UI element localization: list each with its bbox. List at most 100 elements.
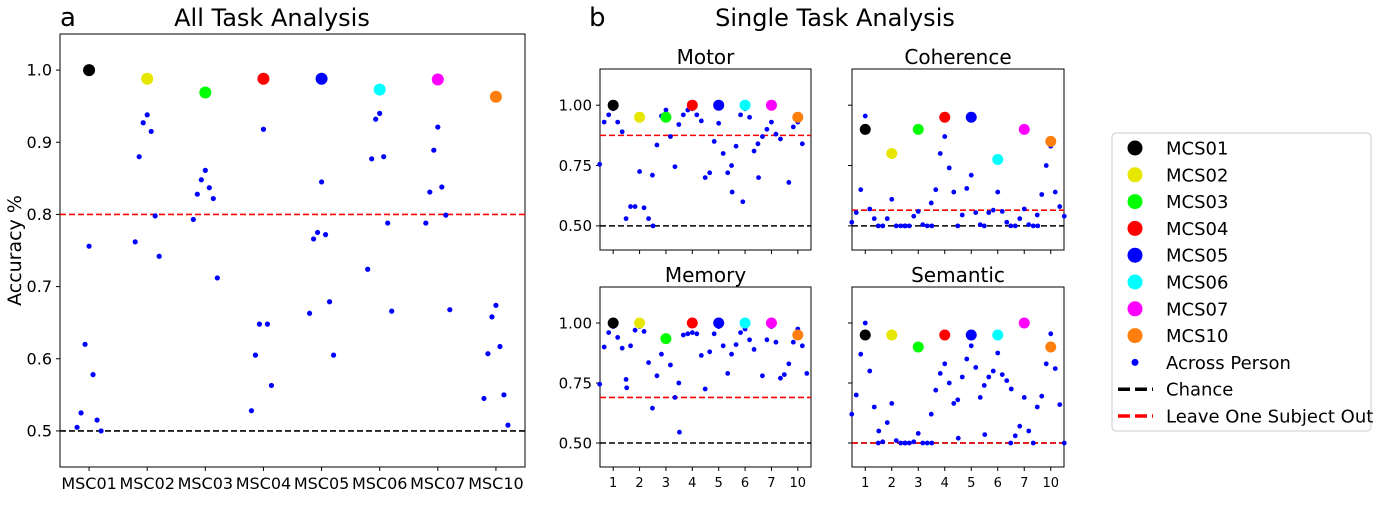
across-person-point: [884, 216, 890, 222]
across-person-point: [915, 431, 921, 436]
x-tick-label: MSC04: [236, 474, 292, 493]
across-person-point: [1052, 189, 1058, 195]
across-person-point: [799, 141, 805, 147]
legend-item: MCS07: [1127, 299, 1228, 320]
panel-title: Memory: [665, 263, 747, 287]
across-person-point: [680, 112, 686, 118]
across-person-point: [330, 352, 337, 358]
legend-item: MCS06: [1127, 273, 1228, 294]
subject-point: [859, 329, 871, 341]
across-person-point: [1043, 361, 1049, 367]
across-person-point: [198, 177, 204, 183]
across-person-point: [597, 161, 603, 167]
across-person-point: [94, 417, 100, 423]
subject-point: [886, 147, 898, 159]
legend-frame: [1111, 132, 1372, 432]
across-person-point: [1021, 206, 1027, 212]
legend-marker: [1127, 301, 1143, 317]
across-person-point: [423, 220, 429, 226]
across-person-point: [999, 372, 1005, 377]
across-person-point: [875, 223, 881, 229]
across-person-point: [929, 223, 935, 229]
across-person-point: [136, 154, 142, 160]
across-person-point: [747, 337, 752, 343]
across-person-point: [964, 186, 970, 191]
x-tick-label: 4: [688, 476, 696, 491]
across-person-point: [902, 440, 908, 446]
across-person-point: [942, 361, 948, 367]
across-person-point: [668, 134, 673, 139]
across-person-point: [650, 405, 655, 411]
across-person-point: [928, 411, 934, 417]
across-person-point: [738, 330, 743, 335]
subject-point: [1045, 135, 1057, 147]
legend-marker: [1127, 194, 1143, 210]
across-person-point: [1043, 163, 1049, 168]
across-person-point: [959, 212, 965, 218]
x-tick-label: MSC01: [61, 474, 117, 493]
across-person-point: [849, 219, 855, 225]
across-person-point: [711, 331, 717, 337]
across-person-point: [716, 120, 722, 126]
across-person-point: [880, 439, 886, 445]
axes-frame: [599, 286, 812, 468]
across-person-point: [955, 435, 961, 441]
across-person-point: [1008, 223, 1014, 229]
across-person-point: [911, 213, 917, 219]
legend-item: Chance: [1118, 380, 1233, 401]
across-person-point: [654, 142, 660, 148]
x-tick-label: 7: [767, 476, 775, 491]
legend-label: MCS02: [1166, 165, 1228, 186]
across-person-point: [995, 189, 1001, 195]
legend-item: MCS04: [1127, 219, 1228, 240]
across-person-point: [637, 169, 642, 174]
across-person-point: [893, 438, 899, 443]
x-tick-label: 7: [1020, 476, 1028, 491]
x-tick-label: 2: [888, 476, 896, 491]
across-person-point: [672, 164, 678, 170]
across-person-point: [915, 208, 921, 214]
axes-frame: [851, 68, 1065, 251]
legend-marker: [1131, 358, 1139, 366]
across-person-point: [676, 380, 682, 386]
across-person-point: [937, 151, 943, 156]
across-person-point: [733, 143, 739, 149]
across-person-point: [786, 180, 792, 185]
legend-marker: [1127, 140, 1143, 156]
across-person-point: [698, 118, 704, 124]
subject-point: [686, 99, 698, 111]
axes-frame: [599, 68, 812, 251]
across-person-point: [381, 154, 387, 160]
across-person-point: [764, 337, 770, 343]
across-person-point: [973, 210, 979, 215]
across-person-point: [884, 420, 890, 425]
subject-point: [607, 317, 619, 329]
across-person-point: [650, 223, 656, 229]
across-person-point: [977, 222, 983, 228]
across-person-point: [790, 124, 796, 130]
across-person-point: [902, 223, 908, 229]
y-tick-label: 0.50: [559, 217, 592, 235]
across-person-point: [615, 335, 621, 340]
across-person-point: [990, 207, 996, 213]
across-person-point: [933, 387, 939, 393]
across-person-point: [871, 216, 877, 222]
x-tick-label: 5: [715, 476, 723, 491]
across-person-point: [889, 401, 895, 406]
across-person-point: [781, 372, 787, 377]
y-tick-label: 0.5: [27, 422, 52, 441]
across-person-point: [1057, 204, 1063, 209]
across-person-point: [999, 208, 1005, 214]
subject-point: [1018, 317, 1030, 329]
across-person-point: [1061, 213, 1067, 219]
across-person-point: [920, 440, 926, 446]
panel-title: Motor: [677, 45, 736, 69]
panel-title: Semantic: [911, 263, 1005, 287]
legend-label: Chance: [1166, 380, 1233, 401]
across-person-point: [677, 429, 682, 435]
across-person-point: [1012, 433, 1018, 439]
subject-point: [765, 317, 777, 329]
across-person-point: [1008, 440, 1014, 446]
across-person-point: [493, 302, 499, 308]
